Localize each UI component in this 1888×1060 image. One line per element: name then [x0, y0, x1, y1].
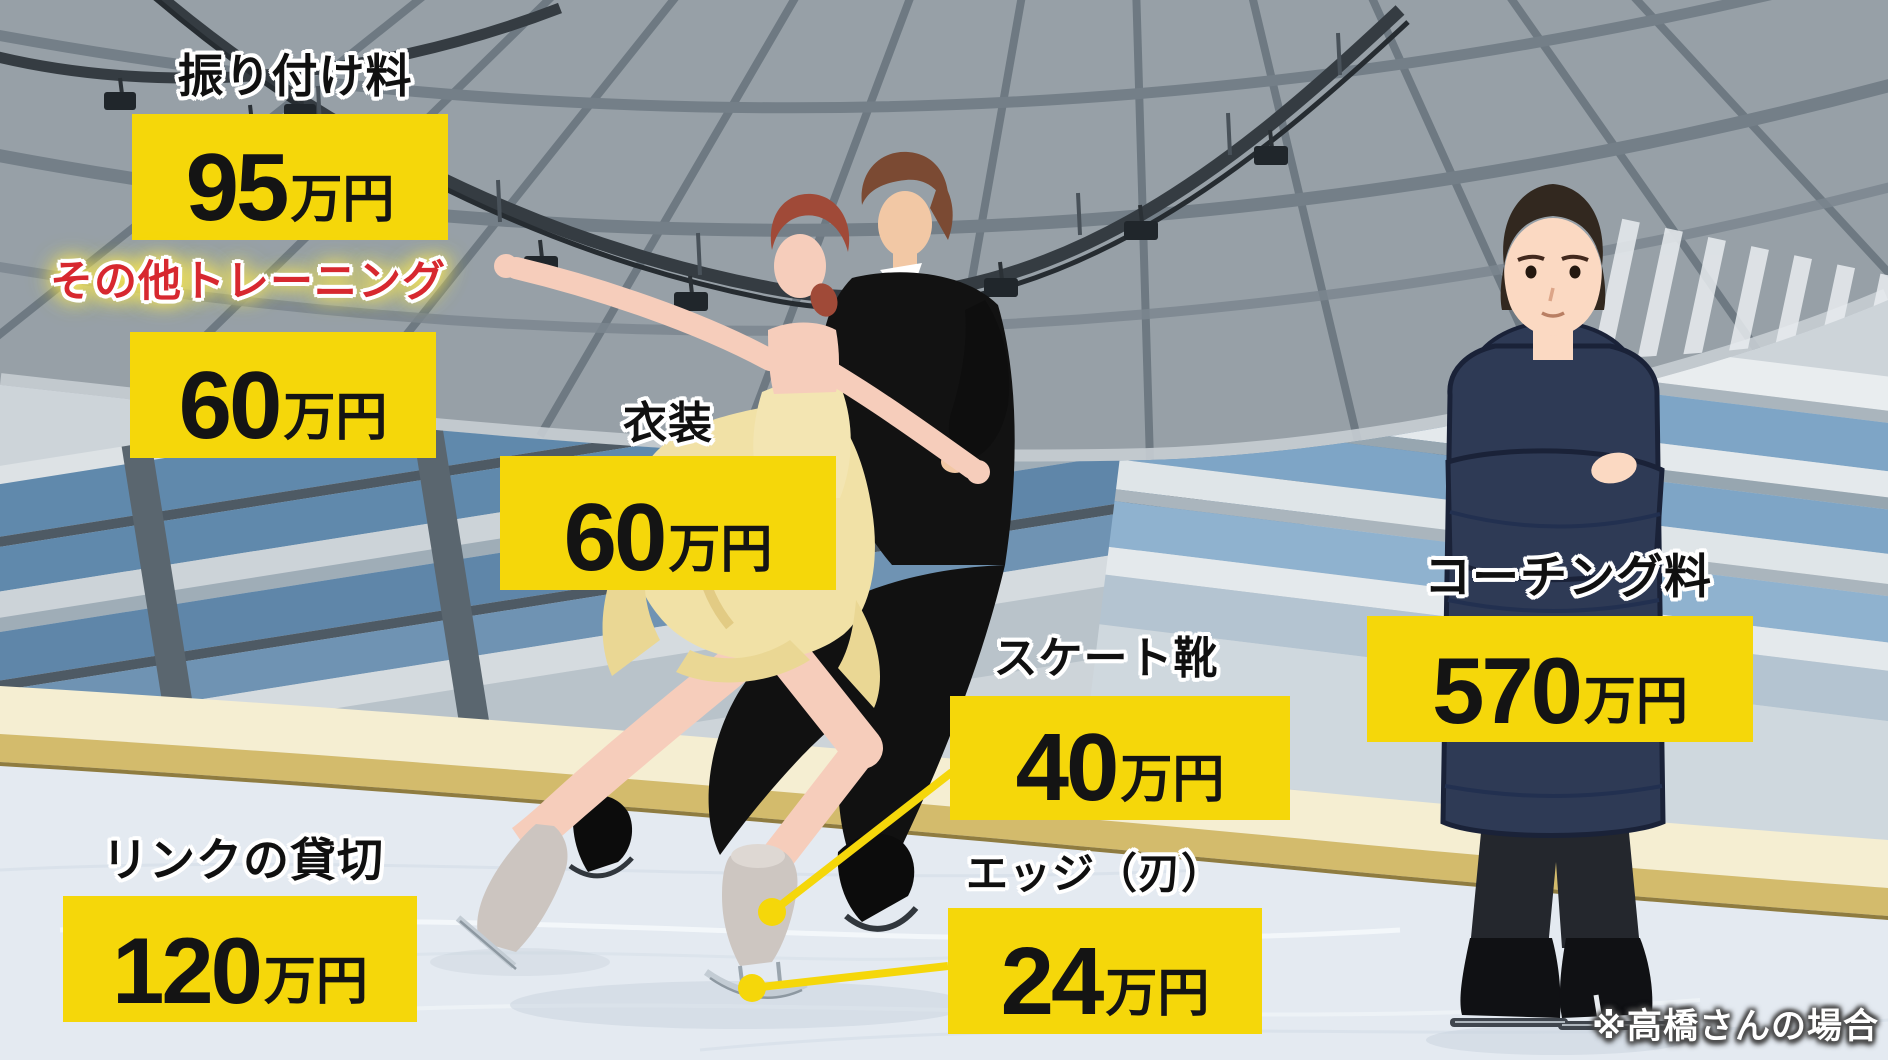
price-box-skate-boots: 40 万円 [950, 696, 1290, 820]
price-unit: 万円 [1120, 751, 1225, 809]
price-box-rink-rental: 120 万円 [63, 896, 417, 1022]
lighting-truss-icon [0, 0, 1410, 325]
price-value: 40 [1015, 713, 1120, 821]
footnote-takahashi-case: ※高橋さんの場合 [1592, 1007, 1880, 1046]
label-choreography-fee: 振り付け料 [177, 50, 413, 102]
ice-rink [0, 766, 1888, 1060]
price-value: 24 [1000, 927, 1105, 1035]
price-unit: 万円 [290, 171, 395, 229]
label-rink-rental: リンクの貸切 [102, 834, 384, 886]
price-box-coaching: 570 万円 [1367, 616, 1753, 742]
connector-dot-edge [738, 974, 766, 1002]
connector-dot-boot [758, 898, 786, 926]
price-unit: 万円 [668, 521, 773, 579]
price-value: 60 [563, 483, 668, 591]
price-unit: 万円 [1105, 965, 1210, 1023]
price-box-costume: 60 万円 [500, 456, 836, 590]
price-value: 95 [185, 133, 290, 241]
label-edge-blades: エッジ（刃） [965, 850, 1224, 897]
label-skate-boots: スケート靴 [993, 634, 1219, 683]
price-value: 120 [112, 917, 263, 1023]
connector-line-edge [751, 962, 949, 992]
price-value: 570 [1432, 637, 1583, 743]
price-box-edge-blades: 24 万円 [948, 908, 1262, 1034]
price-box-choreography: 95 万円 [132, 114, 448, 240]
price-value: 60 [178, 351, 283, 459]
connector-line-boot [769, 768, 955, 916]
label-coaching-fee: コーチング料 [1424, 550, 1712, 603]
label-other-training: その他トレーニング [50, 258, 446, 306]
price-box-other-training: 60 万円 [130, 332, 436, 458]
price-unit: 万円 [283, 389, 388, 447]
connector-lines [738, 768, 955, 1002]
price-unit: 万円 [263, 953, 368, 1011]
label-costume: 衣装 [623, 399, 713, 448]
price-unit: 万円 [1583, 673, 1688, 731]
